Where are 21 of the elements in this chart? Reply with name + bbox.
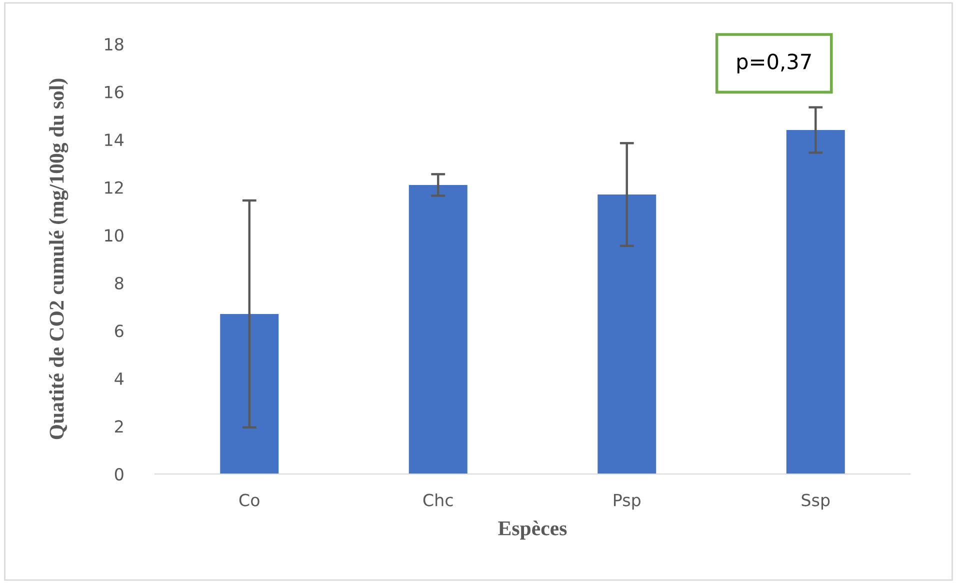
y-tick-label: 10 xyxy=(105,229,124,242)
y-tick-label: 4 xyxy=(114,372,124,385)
x-tick-label: Chc xyxy=(423,493,453,506)
bar xyxy=(598,194,656,474)
y-tick-label: 2 xyxy=(115,420,123,433)
x-tick-label: Psp xyxy=(614,494,640,510)
x-axis-title: Espèces xyxy=(498,520,567,540)
y-tick-label: 0 xyxy=(114,468,124,481)
x-tick-label: Ssp xyxy=(802,494,830,510)
y-tick-label: 6 xyxy=(115,324,124,338)
x-tick-label: Co xyxy=(239,494,260,506)
y-tick-label: 14 xyxy=(105,134,124,146)
y-tick-label: 8 xyxy=(114,276,124,290)
bar xyxy=(220,314,279,474)
bar xyxy=(786,130,845,474)
y-tick-label: 18 xyxy=(105,38,124,51)
y-axis-title: Quatité de CO2 cumulé (mg/100g du sol) xyxy=(49,78,68,440)
bar xyxy=(408,184,468,474)
y-tick-label: 16 xyxy=(105,86,124,98)
y-tick-label: 12 xyxy=(105,181,123,194)
annotation: p=0,37 xyxy=(737,54,811,74)
